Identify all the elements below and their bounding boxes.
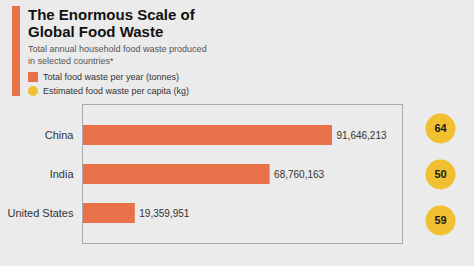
svg-text:China: China	[45, 129, 75, 141]
svg-text:India: India	[50, 168, 75, 180]
svg-text:64: 64	[434, 122, 447, 134]
html-text:Total food waste per year (ton: Total food waste per year (tonnes)	[43, 71, 180, 82]
html-text:Total annual household food wa: Total annual household food waste produc…	[28, 44, 207, 66]
svg-text:59: 59	[434, 214, 446, 226]
html-text:Estimated food waste per capit: Estimated food waste per capita (kg)	[43, 85, 190, 96]
svg-text:50: 50	[434, 168, 446, 180]
svg-text:68,760,163: 68,760,163	[274, 169, 324, 180]
svg-text:19,359,951: 19,359,951	[139, 208, 189, 219]
html-text:The Enormous Scale of Global F: The Enormous Scale of Global Food Waste	[28, 6, 195, 40]
svg-text:United States: United States	[7, 207, 74, 219]
svg-text:91,646,213: 91,646,213	[337, 130, 387, 141]
